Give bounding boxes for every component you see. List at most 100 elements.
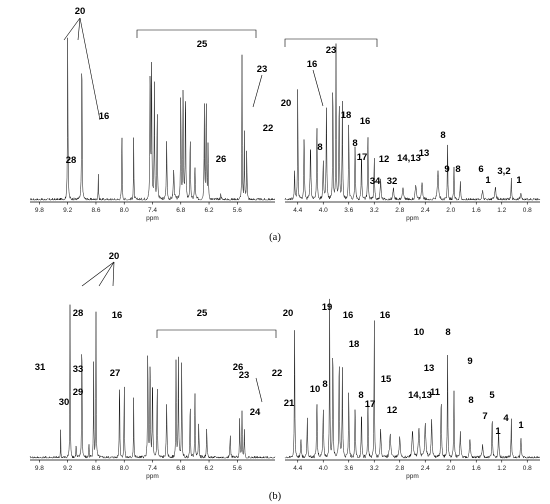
panel-b-left-peak-label-12: 22 — [272, 368, 283, 379]
panel-b-pointer-20b — [98, 261, 115, 287]
panel-a-right-peak-label-4: 18 — [341, 110, 352, 121]
panel-b-right-peak-label-21: 1 — [495, 426, 501, 437]
panel-b-left-peak-label-2: 28 — [73, 308, 84, 319]
panel-b-pointer-20a — [81, 261, 115, 287]
panel-a-pointer-23 — [252, 74, 263, 108]
panel-b-right-peak-label-0: 20 — [283, 308, 294, 319]
panel-b-right-peak-label-10: 15 — [381, 374, 392, 385]
panel-a-right-peak-label-11: 14,13 — [397, 153, 421, 164]
panel-b-right-peak-label-13: 13 — [424, 363, 435, 374]
panel-a-right-bracket-23 — [284, 38, 378, 47]
panel-a-left-tick-label-3: 8.0 — [120, 207, 129, 214]
panel-a-right-peak-label-19: 1 — [516, 175, 522, 186]
panel-a-left-peak-label-3: 25 — [197, 39, 208, 50]
panel-b-right-tick-label-9: 0.8 — [523, 465, 532, 472]
panel-b-right-peak-label-8: 8 — [358, 390, 363, 401]
panel-b-right-peak-label-15: 10 — [414, 327, 425, 338]
panel-a-right-peak-label-3: 8 — [317, 142, 322, 153]
panel-b-left-tick-label-7: 5.6 — [233, 465, 242, 472]
panel-b-right-tick-label-4: 2.8 — [395, 465, 404, 472]
panel-a-right-peak-label-15: 8 — [455, 164, 460, 175]
panel-a-right-spectrum: 4.4 4.0 3.6 3.2 2.8 2.4 2.0 1.6 1.2 0.8ppm2316208… — [281, 38, 541, 222]
panel-a-right-tick-label-5: 2.4 — [421, 207, 430, 214]
panel-a-right-peak-label-6: 16 — [360, 116, 371, 127]
panel-a-right-tick-label-2: 3.6 — [344, 207, 353, 214]
panel-a-right-peak-label-16: 6 — [478, 164, 483, 175]
panel-a-left-tick-label-4: 7.4 — [148, 207, 157, 214]
panel-b-right-peak-label-1: 19 — [322, 302, 333, 313]
panel-b-right-tick-label-3: 3.2 — [370, 465, 379, 472]
panel-b-right-peak-label-3: 16 — [380, 310, 391, 321]
panel-a-right-peak-label-13: 8 — [440, 130, 445, 141]
panel-a-right-peak-label-18: 3,2 — [497, 166, 510, 177]
panel-a-right-peak-label-5: 8 — [352, 138, 357, 149]
panel-a-left-peak-label-4: 26 — [216, 154, 227, 165]
panel-a-left-peak-label-1: 28 — [66, 155, 77, 166]
panel-b-right-peak-label-23: 1 — [518, 420, 524, 431]
panel-a-right-tick-label-0: 4.4 — [293, 207, 302, 214]
panel-b-right-peak-label-19: 7 — [482, 411, 487, 422]
panel-a-left-tick-label-6: 6.2 — [205, 207, 214, 214]
panel-a-right-peak-label-10: 32 — [387, 176, 398, 187]
panel-a-right-peak-label-2: 20 — [281, 98, 292, 109]
panel-b-left-bracket-25 — [156, 329, 277, 338]
panel-a-left-peak-label-2: 16 — [99, 111, 110, 122]
panel-b-left-tick-label-3: 8.0 — [120, 465, 129, 472]
panel-b-pointer-24 — [255, 377, 263, 403]
panel-b-right-peak-label-7: 18 — [349, 339, 360, 350]
panel-b-right-peak-label-16: 8 — [445, 327, 450, 338]
panel-b-right-peak-label-6: 8 — [322, 379, 327, 390]
panel-a-pointer-16 — [312, 69, 324, 107]
panel-b-left-peak-label-3: 33 — [73, 364, 84, 375]
panel-b-left-tick-label-4: 7.4 — [148, 465, 157, 472]
panel-a-right-peak-label-9: 12 — [379, 154, 390, 165]
panel-a-right-peak-label-1: 16 — [307, 59, 318, 70]
panel-b-right-tick-label-0: 4.4 — [293, 465, 302, 472]
panel-a-right-tick-label-6: 2.0 — [446, 207, 455, 214]
panel-b-pointer-20c — [112, 261, 115, 287]
panel-b-right-peak-label-4: 21 — [284, 398, 295, 409]
panel-b-left-xlabel: ppm — [146, 473, 159, 480]
panel-b-left-peak-label-0: 20 — [109, 251, 120, 262]
panel-a-pointer-20c — [79, 17, 101, 121]
caption-a: (a) — [269, 232, 281, 243]
panel-a-right-peak-label-0: 23 — [326, 45, 337, 56]
panel-b-left-tick-label-2: 8.6 — [91, 465, 100, 472]
panel-b-right-tick-label-2: 3.6 — [344, 465, 353, 472]
panel-a-right-peak-label-7: 17 — [357, 152, 368, 163]
panel-b-right-tick-label-1: 4.0 — [319, 465, 328, 472]
panel-a-right-tick-label-3: 3.2 — [370, 207, 379, 214]
panel-a-right-peak-label-12: 13 — [419, 148, 430, 159]
panel-a-left-bracket-25 — [136, 29, 257, 38]
panel-b-right-tick-label-6: 2.0 — [446, 465, 455, 472]
panel-b-right-peak-label-11: 12 — [387, 405, 398, 416]
panel-a-right-tick-label-7: 1.6 — [472, 207, 481, 214]
panel-b-left-tick-label-5: 6.8 — [176, 465, 185, 472]
panel-b-left-peak-label-8: 25 — [197, 308, 208, 319]
panel-a-right-tick-label-4: 2.8 — [395, 207, 404, 214]
panel-b-left-tick-label-1: 9.2 — [63, 465, 72, 472]
panel-a-left-spectrum: 9.8 9.2 8.6 8.0 7.4 6.8 6.2 5.6 ppm 20 28 16 25 26 23 2… — [29, 6, 276, 222]
panel-b-right-trace — [284, 298, 541, 459]
panel-b-left-tick-label-0: 9.8 — [35, 465, 44, 472]
panel-b-right-peak-label-12: 14,13 — [408, 390, 432, 401]
panel-b-right-tick-label-7: 1.6 — [472, 465, 481, 472]
panel-a-left-xlabel: ppm — [146, 215, 159, 222]
panel-a-right-peak-label-14: 9 — [444, 164, 449, 175]
panel-b-right-peak-label-17: 9 — [467, 356, 472, 367]
panel-b-left-peak-label-10: 23 — [239, 370, 250, 381]
panel-b-right-peak-label-5: 10 — [310, 384, 321, 395]
panel-b-left-trace — [29, 304, 276, 459]
panel-a-left-peak-label-0: 20 — [75, 6, 86, 17]
panel-b-right-tick-label-8: 1.2 — [497, 465, 506, 472]
panel-b-left-peak-label-1: 31 — [35, 362, 46, 373]
panel-a-left-trace — [29, 37, 276, 201]
panel-b-right-peak-label-2: 16 — [343, 310, 354, 321]
panel-b-right-tick-label-5: 2.4 — [421, 465, 430, 472]
panel-a-left-tick-label-2: 8.6 — [91, 207, 100, 214]
panel-b-right-peak-label-14: 11 — [430, 387, 441, 398]
panel-a-right-tick-label-9: 0.8 — [523, 207, 532, 214]
